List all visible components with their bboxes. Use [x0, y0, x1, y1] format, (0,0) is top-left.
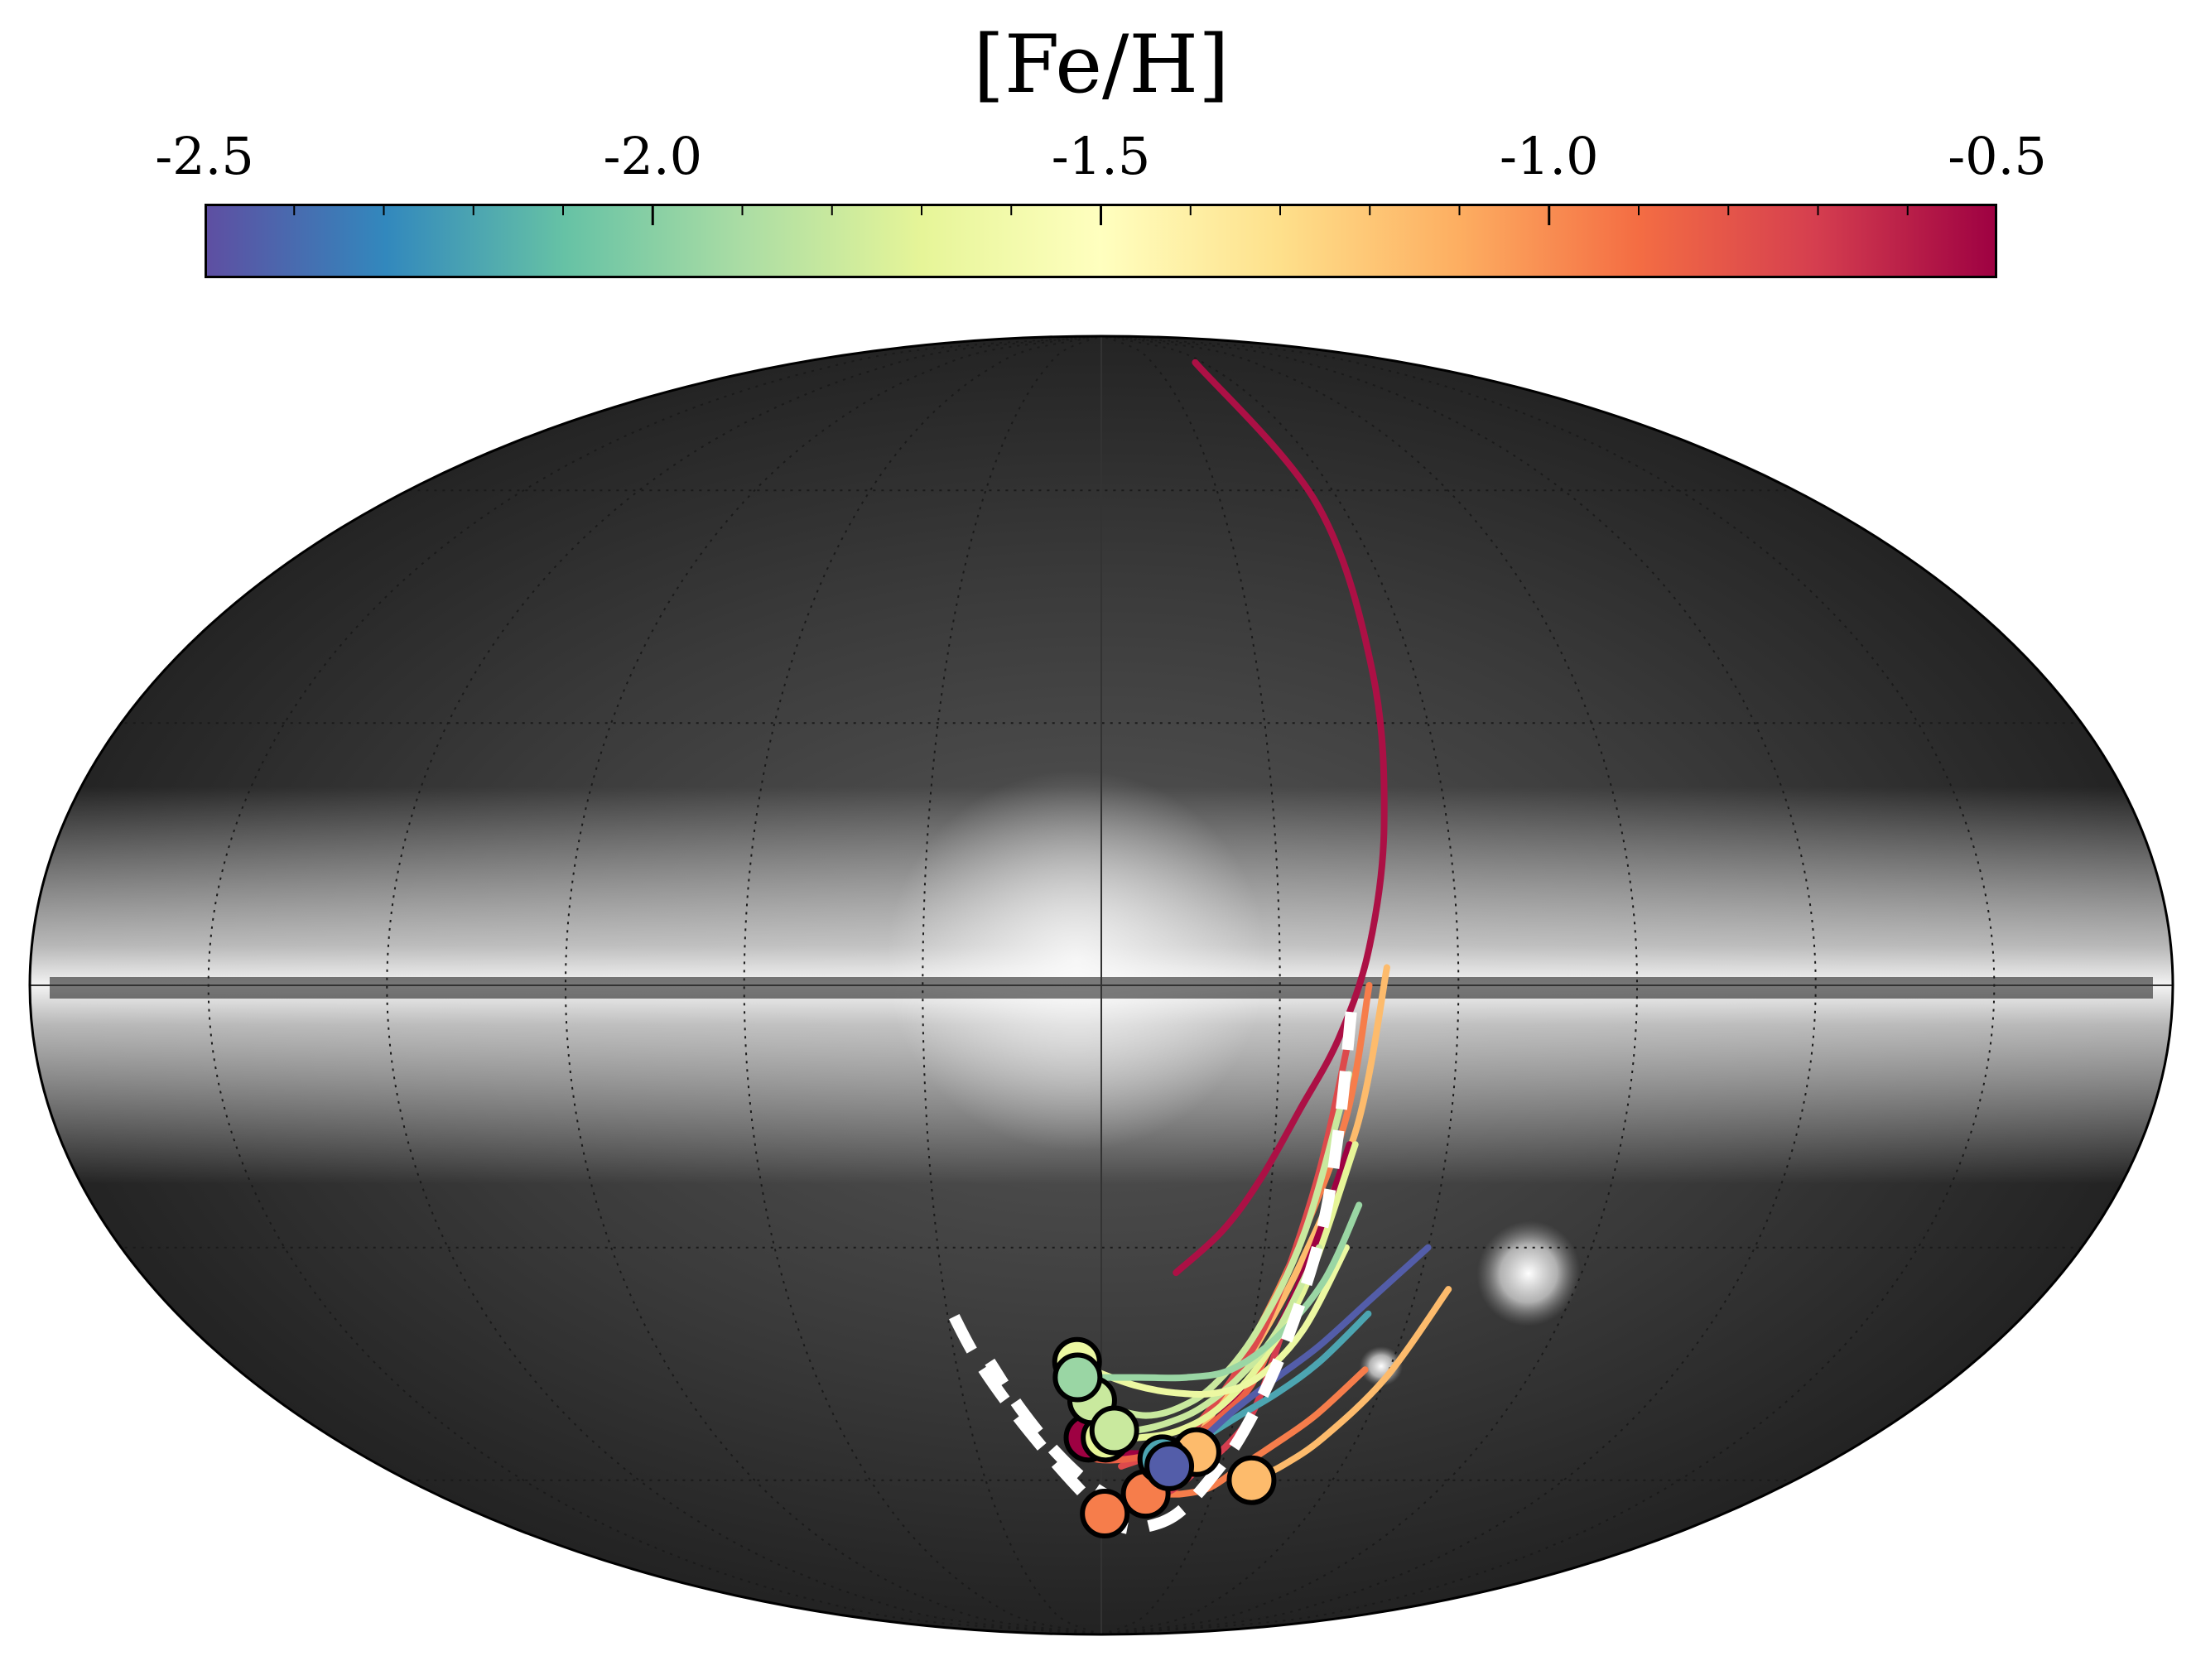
lmc [1476, 1220, 1581, 1326]
colorbar-tick-label: -1.0 [1499, 126, 1599, 186]
galactic-bulge [886, 770, 1267, 1151]
graticule-meridian [1100, 336, 1817, 1634]
orbit-track-4 [1248, 1286, 1452, 1484]
current-position-marker-12 [1089, 1405, 1139, 1456]
markers [1052, 1336, 1277, 1539]
graticule-meridian [386, 336, 1102, 1634]
colorbar-tick-label: -0.5 [1948, 126, 2047, 186]
map-border [28, 335, 2174, 1636]
graticule [30, 336, 2173, 1634]
colorbar-tick-label: -1.5 [1051, 126, 1151, 186]
sagittarius-path-1 [939, 1011, 1357, 1535]
graticule-meridian [1100, 336, 1460, 1634]
colorbar-tick-label: -2.5 [155, 126, 254, 186]
colorbar-tick-label: -2.0 [603, 126, 703, 186]
orbit-track-1 [1173, 359, 1388, 1277]
graticule-meridian [1100, 336, 1996, 1634]
current-position-marker-14 [1144, 1441, 1195, 1491]
graticule-meridian [207, 336, 1102, 1634]
current-position-marker-2 [1080, 1489, 1130, 1539]
smc [1360, 1346, 1403, 1386]
orbit-track-5 [1192, 964, 1390, 1456]
graticule-meridian [743, 336, 1102, 1634]
current-position-marker-16 [1052, 1352, 1103, 1403]
orbit-track-16 [1074, 1201, 1363, 1382]
colorbar-title: [Fe/H] [973, 18, 1230, 111]
current-position-marker-4 [1226, 1455, 1277, 1505]
